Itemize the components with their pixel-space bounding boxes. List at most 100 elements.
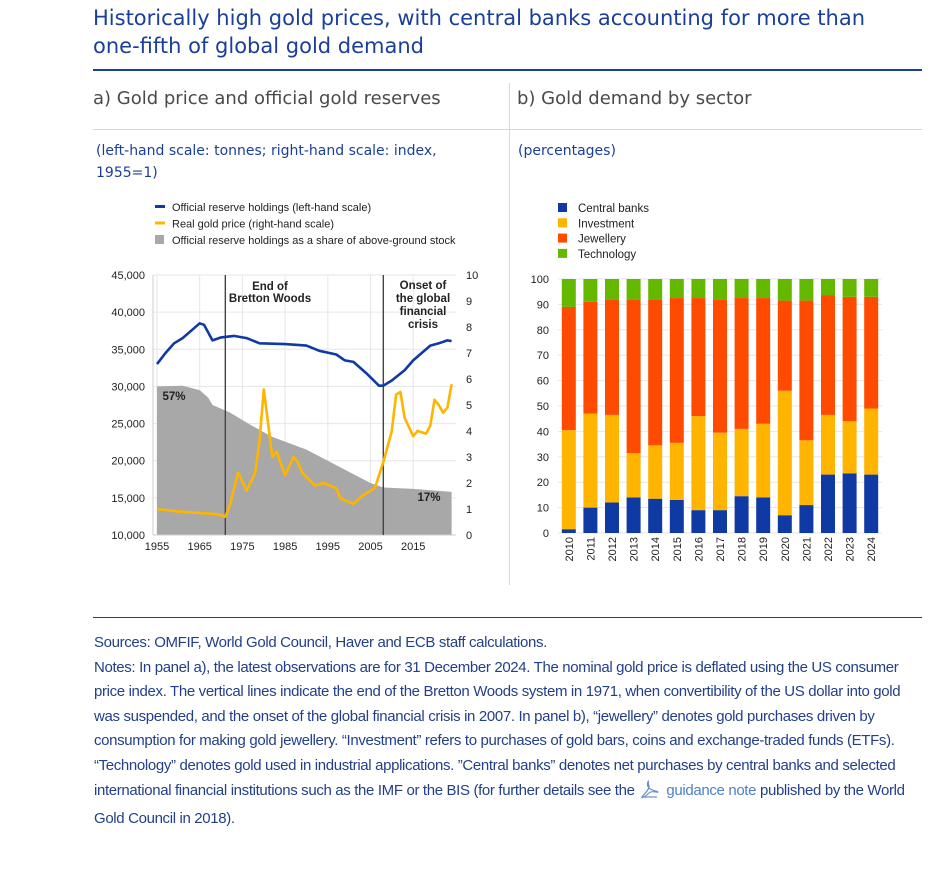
bar-technology (605, 279, 619, 300)
bar-jewellery (605, 299, 619, 415)
bar-central-banks (691, 510, 706, 533)
y-right-tick: 7 (466, 348, 472, 360)
bar-investment (648, 445, 663, 499)
legend-label: Official reserve holdings (left-hand sca… (172, 202, 371, 214)
x-tick: 1965 (187, 541, 211, 553)
x-tick: 2021 (801, 537, 813, 561)
bar-investment (713, 432, 727, 511)
y-left-tick: 10,000 (111, 530, 145, 542)
bar-central-banks (864, 474, 879, 533)
y-tick: 20 (537, 477, 549, 489)
price-line (156, 383, 453, 519)
y-right-tick: 1 (466, 504, 472, 516)
bar-central-banks (756, 497, 771, 533)
x-tick: 1995 (316, 541, 340, 553)
y-tick: 60 (537, 376, 549, 388)
pdf-icon[interactable] (640, 779, 660, 808)
x-tick: 2016 (693, 537, 705, 561)
guidance-note-link[interactable]: guidance note (666, 781, 757, 799)
bar-investment (821, 414, 835, 475)
annotation-gfc: the global (396, 293, 450, 305)
panel-a-subtitle: (left-hand scale: tonnes; right-hand sca… (96, 143, 437, 181)
x-tick: 2014 (650, 537, 662, 561)
notes-body: Notes: In panel a), the latest observati… (94, 658, 901, 799)
y-left-tick: 45,000 (111, 270, 145, 282)
x-tick: 2012 (607, 537, 619, 561)
y-right-tick: 0 (466, 530, 472, 542)
bar-investment (864, 408, 879, 475)
bar-investment (734, 428, 749, 497)
legend-label: Official reserve holdings as a share of … (172, 235, 456, 247)
y-left-tick: 40,000 (111, 307, 145, 319)
y-tick: 30 (537, 452, 549, 464)
bar-central-banks (648, 498, 663, 533)
legend-swatch (558, 233, 567, 243)
bar-central-banks (821, 474, 835, 533)
bar-technology (777, 279, 792, 301)
bar-central-banks (626, 497, 641, 533)
bar-central-banks (777, 515, 792, 533)
legend-swatch (558, 203, 567, 212)
legend-swatch (558, 248, 567, 258)
legend-label: Jewellery (578, 234, 626, 246)
bar-investment (799, 440, 814, 506)
bar-central-banks (669, 499, 684, 533)
bar-jewellery (734, 298, 749, 429)
bar-technology (821, 279, 835, 296)
panel-a-heading: a) Gold price and official gold reserves (93, 88, 441, 109)
legend-swatch (155, 235, 164, 244)
bar-jewellery (864, 296, 879, 409)
x-tick: 1955 (145, 541, 169, 553)
bar-jewellery (626, 299, 641, 453)
bar-central-banks (734, 496, 749, 533)
sources-text: Sources: OMFIF, World Gold Council, Have… (94, 634, 547, 651)
reserves-line (155, 322, 452, 387)
bar-investment (756, 423, 771, 498)
panel-b-subtitle: (percentages) (518, 143, 616, 159)
bar-technology (561, 279, 576, 307)
annotation-share-end: 17% (417, 492, 440, 504)
bar-investment (691, 416, 706, 511)
y-tick: 40 (537, 426, 549, 438)
x-tick: 2010 (564, 537, 576, 561)
y-tick: 80 (537, 325, 549, 337)
bar-technology (648, 279, 663, 300)
y-right-tick: 8 (466, 322, 472, 334)
bar-technology (756, 279, 771, 299)
bar-jewellery (713, 299, 727, 433)
gold-price-chart: Official reserve holdings (left-hand sca… (111, 202, 478, 553)
bar-central-banks (583, 507, 598, 533)
x-tick: 2011 (585, 537, 597, 561)
bar-technology (864, 279, 879, 297)
x-tick: 2015 (672, 537, 684, 561)
bar-technology (713, 279, 727, 300)
y-right-tick: 10 (466, 270, 478, 282)
bar-technology (669, 279, 684, 299)
bar-jewellery (756, 298, 771, 424)
x-tick: 2017 (715, 537, 727, 561)
bar-investment (669, 442, 684, 500)
annotation-bretton-1: End of (252, 281, 288, 293)
bar-technology (691, 279, 706, 299)
y-tick: 90 (537, 299, 549, 311)
page-title: Historically high gold prices, with cent… (93, 6, 866, 58)
x-tick: 2019 (758, 537, 770, 561)
y-left-tick: 35,000 (111, 344, 145, 356)
notes-divider (93, 617, 922, 618)
annotation-gfc: crisis (408, 319, 438, 331)
y-left-tick: 20,000 (111, 456, 145, 468)
legend-label: Central banks (578, 203, 649, 215)
x-tick: 1975 (230, 541, 254, 553)
legend-swatch (155, 221, 165, 225)
heading-divider (93, 129, 922, 130)
legend-label: Investment (578, 218, 635, 230)
y-right-tick: 2 (466, 478, 472, 490)
gold-demand-chart: Central banks Investment Jewellery Technolo… (531, 203, 882, 561)
bar-technology (842, 279, 857, 297)
legend-swatch (558, 218, 567, 228)
notes-text: Notes: In panel a), the latest observati… (94, 656, 924, 832)
x-tick: 2023 (845, 537, 857, 561)
y-right-tick: 4 (466, 426, 472, 438)
x-tick: 2015 (401, 541, 425, 553)
bar-technology (734, 279, 749, 299)
